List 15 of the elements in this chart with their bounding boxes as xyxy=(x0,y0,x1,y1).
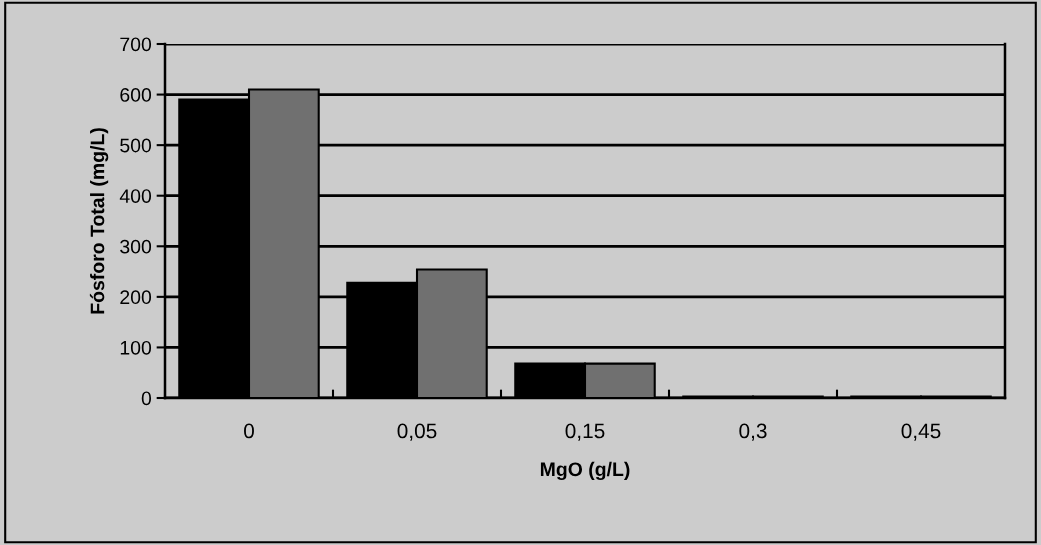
x-tick-label: 0,3 xyxy=(739,423,767,441)
x-tick-label: 0 xyxy=(244,423,254,439)
y-tick-label: 100 xyxy=(120,340,152,355)
y-tick-label: 600 xyxy=(120,88,152,102)
x-tick-label: 0,15 xyxy=(565,423,605,441)
y-tick-label: 0 xyxy=(141,391,152,406)
y-tick-label: 300 xyxy=(120,239,152,254)
y-tick-label: 700 xyxy=(120,37,152,52)
y-tick-label: 200 xyxy=(120,290,152,305)
x-tick-label: 0,45 xyxy=(901,423,941,441)
y-tick-label: 500 xyxy=(120,138,152,153)
x-axis-title: MgO (g/L) xyxy=(540,461,630,481)
x-tick-label: 0,05 xyxy=(397,423,437,441)
y-tick-label: 400 xyxy=(119,189,152,203)
y-axis-title: Fósforo Total (mg/L) xyxy=(89,128,109,314)
